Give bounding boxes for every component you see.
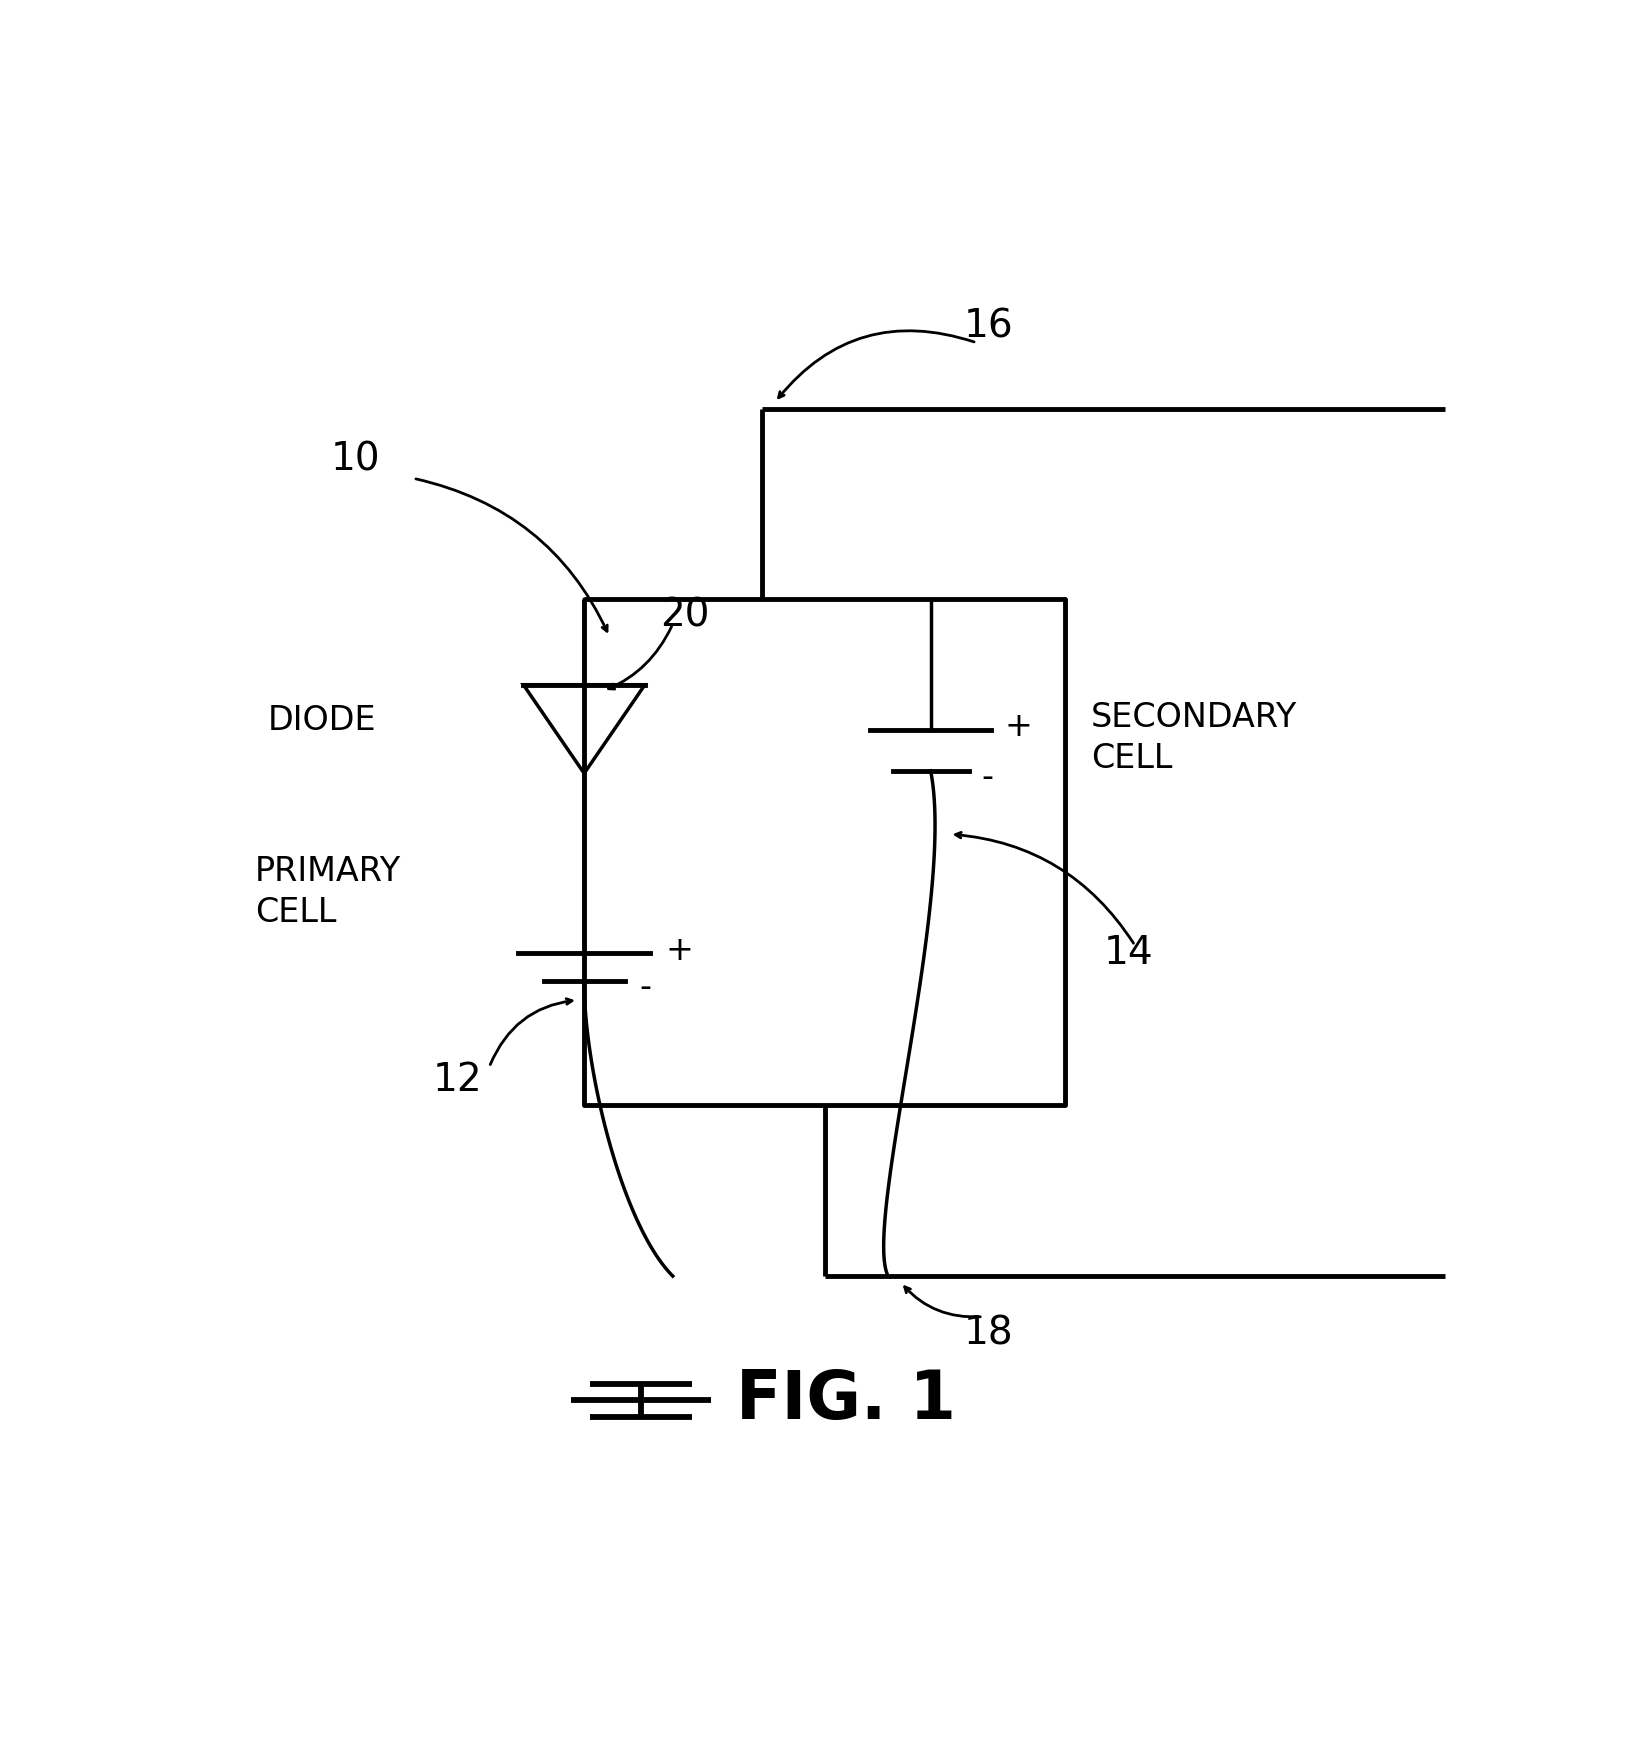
Text: -: -: [641, 971, 652, 1004]
Text: 10: 10: [330, 439, 381, 478]
Text: FIG. 1: FIG. 1: [735, 1367, 956, 1433]
Text: 12: 12: [431, 1061, 482, 1100]
Text: 20: 20: [660, 596, 709, 634]
Text: PRIMARY
CELL: PRIMARY CELL: [255, 856, 400, 929]
Text: 18: 18: [964, 1315, 1013, 1351]
Text: 16: 16: [964, 307, 1013, 346]
Text: -: -: [982, 761, 993, 794]
Text: 14: 14: [1103, 935, 1154, 973]
Polygon shape: [523, 684, 645, 773]
Text: +: +: [665, 935, 693, 968]
Text: DIODE: DIODE: [268, 703, 376, 736]
Text: SECONDARY
CELL: SECONDARY CELL: [1092, 702, 1297, 775]
Text: +: +: [1003, 710, 1033, 743]
